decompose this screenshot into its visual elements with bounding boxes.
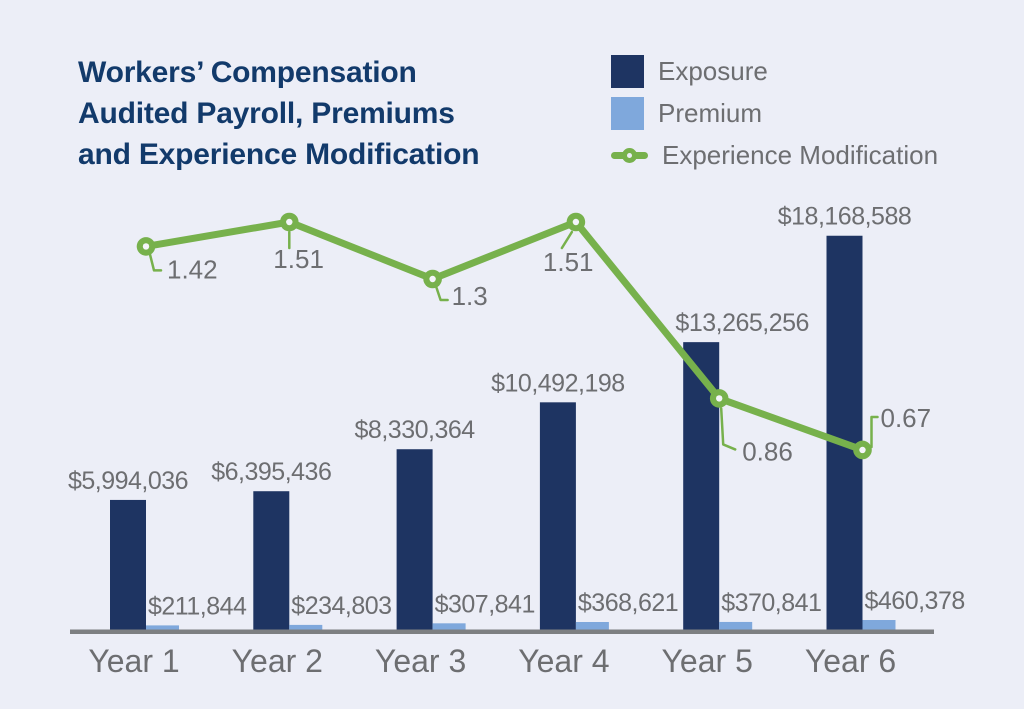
mod-value-label: 1.51 <box>273 244 324 274</box>
premium-swatch-icon <box>611 97 644 130</box>
exposure-value-label: $5,994,036 <box>68 467 188 495</box>
premium-bar <box>719 621 753 630</box>
legend-label-premium: Premium <box>658 98 763 128</box>
line-marker-core <box>286 218 293 226</box>
line-marker-core <box>716 395 723 402</box>
line-marker-swatch-icon <box>611 139 648 172</box>
line-marker-core <box>859 446 866 454</box>
mod-value-label: 1.51 <box>543 247 594 277</box>
legend-item-premium: Premium <box>611 97 938 130</box>
exposure-bar <box>539 402 576 630</box>
mod-value-label: 0.86 <box>742 436 793 466</box>
chart-title-line-3: and Experience Modification <box>78 138 480 171</box>
mod-label-connector <box>148 253 163 272</box>
x-axis-label: Year 1 <box>88 643 179 679</box>
line-marker-core <box>572 218 580 226</box>
exposure-bar <box>253 491 290 630</box>
exposure-value-label: $10,492,198 <box>491 369 625 397</box>
mod-label-connector <box>560 230 574 250</box>
legend-label-exposure: Exposure <box>658 56 768 86</box>
line-marker-core <box>429 275 436 283</box>
x-axis-line <box>70 629 934 634</box>
chart-title-line-2: Audited Payroll, Premiums <box>78 97 455 130</box>
exposure-bar <box>826 235 863 630</box>
premium-bar <box>575 622 609 630</box>
premium-value-label: $368,621 <box>578 589 678 617</box>
exposure-bar <box>396 449 433 630</box>
x-axis-label: Year 4 <box>518 643 609 679</box>
mod-value-label: 1.3 <box>452 281 488 311</box>
exposure-value-label: $6,395,436 <box>211 458 331 486</box>
exposure-bar <box>683 342 720 630</box>
exposure-value-label: $18,168,588 <box>778 203 912 231</box>
exposure-value-label: $8,330,364 <box>355 416 476 444</box>
premium-value-label: $307,841 <box>435 590 535 618</box>
chart-title-line-1: Workers’ Compensation <box>78 56 417 89</box>
premium-bar <box>146 625 179 630</box>
chart-title: Workers’ Compensation Audited Payroll, P… <box>78 52 480 175</box>
exposure-swatch-icon <box>611 55 644 88</box>
mod-label-connector <box>435 286 449 302</box>
legend-item-experience-modification: Experience Modification <box>611 139 938 172</box>
experience-modification-line <box>142 218 866 454</box>
chart-legend: Exposure Premium Experience Modification <box>611 55 938 172</box>
x-axis-label: Year 5 <box>662 643 753 679</box>
legend-label-experience-modification: Experience Modification <box>662 140 939 170</box>
exposure-value-label: $13,265,256 <box>675 309 809 337</box>
premium-value-label: $370,841 <box>721 589 821 617</box>
mod-value-label: 1.42 <box>167 254 218 284</box>
x-axis-label: Year 2 <box>232 643 323 679</box>
mod-label-connector <box>719 407 737 451</box>
x-axis-label: Year 6 <box>805 643 896 679</box>
mod-value-label: 0.67 <box>881 403 932 433</box>
premium-value-label: $211,844 <box>148 592 247 620</box>
premium-value-label: $460,378 <box>865 587 965 615</box>
legend-item-exposure: Exposure <box>611 55 938 88</box>
mod-label-connector <box>870 415 879 449</box>
premium-bar <box>289 624 323 630</box>
x-axis-label: Year 3 <box>375 643 466 679</box>
premium-bar <box>862 620 896 630</box>
exposure-bar <box>110 499 146 630</box>
premium-value-label: $234,803 <box>291 592 391 620</box>
line-marker-core <box>142 243 150 250</box>
premium-bar <box>432 623 466 630</box>
